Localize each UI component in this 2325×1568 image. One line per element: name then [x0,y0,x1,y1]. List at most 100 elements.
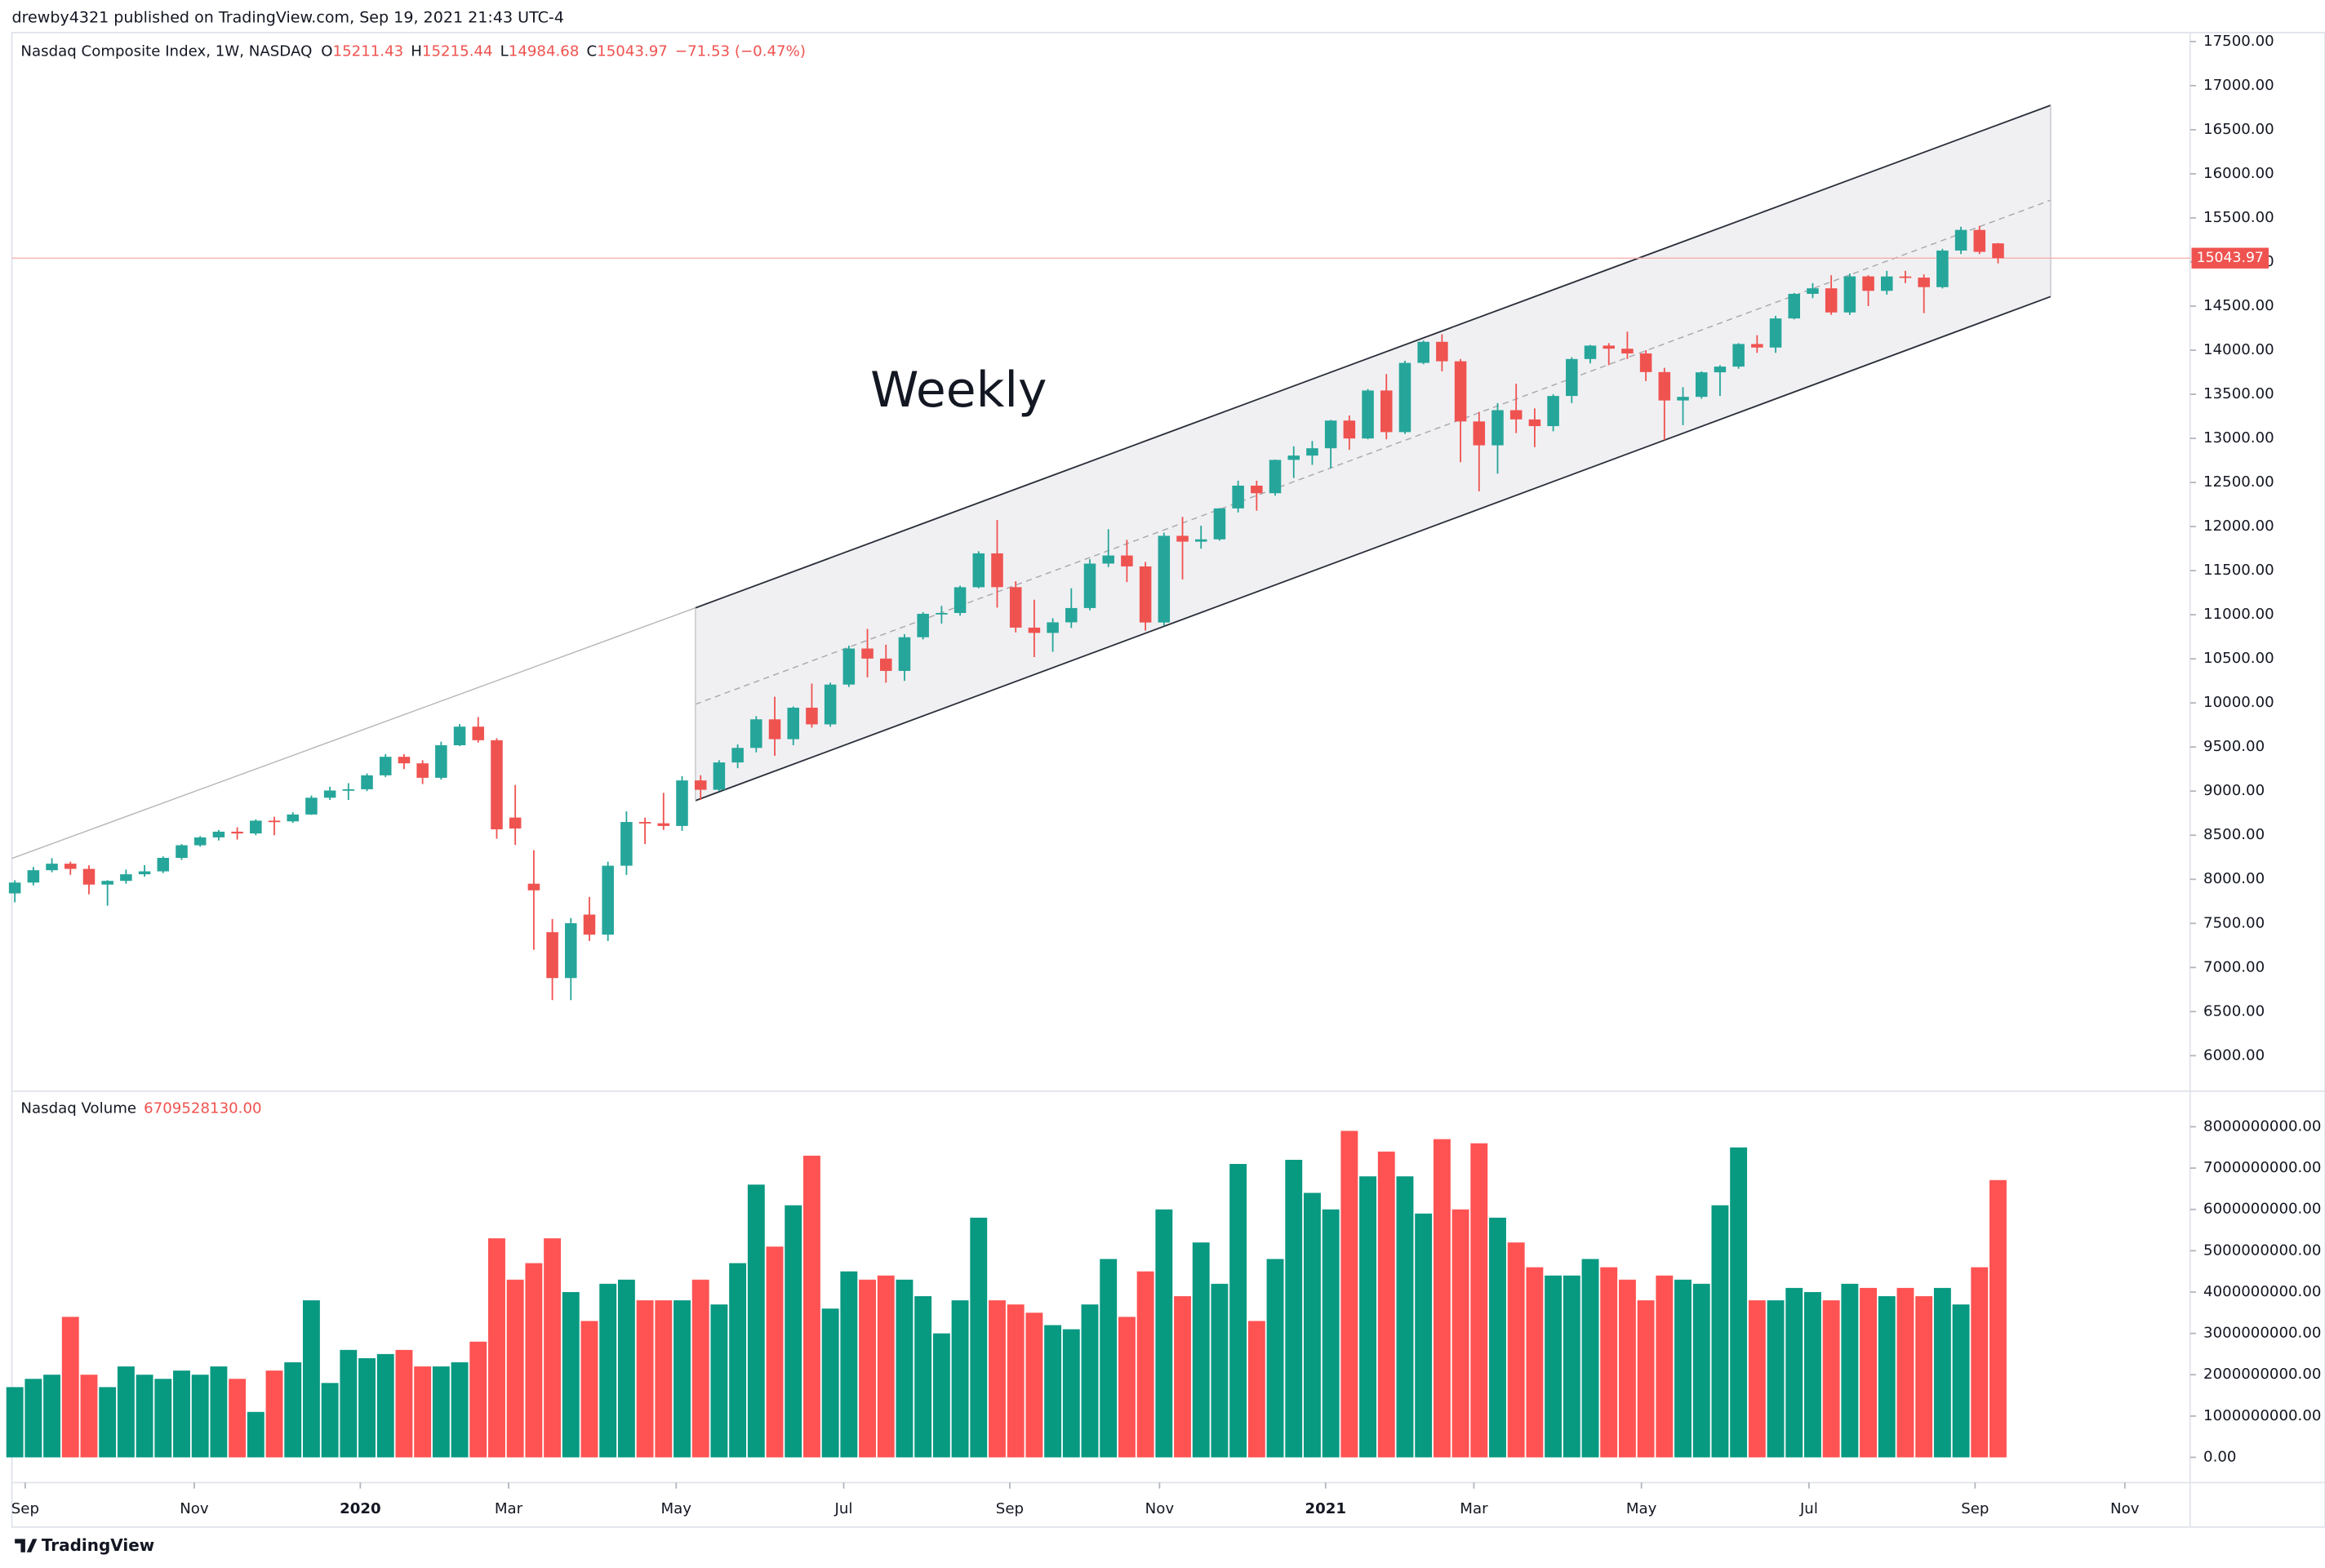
candle-body [1083,563,1096,608]
ohlc-key: H [411,43,422,60]
volume-bar [1656,1275,1674,1458]
candle-body [1287,455,1300,460]
y-tick-label: 2000000000.00 [2203,1366,2321,1383]
candle-body [379,757,392,775]
last-price-box [2191,247,2269,269]
y-tick-label: 14000.00 [2203,341,2274,358]
volume-bar [1860,1287,1878,1458]
candle-body [1213,508,1226,540]
channel-upper [695,104,2052,609]
x-tick-label: Jul [834,1500,853,1517]
volume-bar [1025,1313,1043,1458]
x-tick-label: Nov [1145,1500,1175,1517]
candle-body [1009,587,1022,628]
volume-bar [1062,1329,1080,1458]
candle-body [64,864,77,869]
candle-body [806,708,818,725]
brand: TradingView [42,1535,154,1555]
volume-bar [302,1300,320,1458]
volume-bar [747,1184,765,1458]
candle-body [1566,358,1578,397]
volume-bar [1674,1279,1692,1458]
volume-bar [1211,1283,1229,1458]
candle-body [1603,345,1615,349]
candle-body [1362,390,1374,439]
candle-body [713,762,726,790]
volume-bar [562,1291,580,1458]
volume-bar [951,1300,969,1458]
candle-body [787,708,799,740]
x-tick-label: 2020 [340,1500,381,1517]
volume-bar [395,1349,413,1458]
volume-bar [1136,1271,1154,1458]
volume-bar [1637,1300,1655,1458]
volume-bar [284,1362,302,1458]
volume-bar [173,1370,190,1458]
y-tick-label: 7000000000.00 [2203,1159,2321,1176]
volume-bar [340,1349,358,1458]
volume-bar [117,1366,135,1458]
volume-bar [673,1300,691,1458]
candle-body [176,845,188,858]
candle-body [212,831,225,837]
ohlc-key: O [321,43,332,60]
volume-bar [1878,1296,1896,1458]
volume-bar [617,1279,635,1458]
x-tick-label: Sep [11,1500,39,1517]
volume-bar [24,1379,42,1458]
volume-bar [1155,1209,1173,1458]
volume-bar [1247,1321,1265,1458]
candle-body [1936,250,1949,287]
candle-body [509,817,522,829]
volume-bar [1192,1242,1210,1458]
candle-body [101,881,113,885]
volume-bar [1730,1147,1748,1458]
volume-bar [1545,1275,1563,1458]
volume-bar [1785,1287,1803,1458]
y-tick-label: 14500.00 [2203,297,2274,314]
candle-body [1807,288,1819,294]
candle-body [416,763,429,778]
volume-bar [432,1366,450,1458]
candle-body [1176,535,1189,542]
candle-body [398,757,411,764]
volume-title: Nasdaq Volume [20,1100,136,1117]
volume-bar [1600,1267,1618,1458]
candle-body [1028,627,1041,633]
x-tick-label: Sep [996,1500,1024,1517]
candle-body [1398,362,1411,433]
volume-bar [1007,1304,1025,1458]
candle-body [27,870,40,883]
y-tick-label: 12500.00 [2203,473,2274,491]
y-tick-label: 10000.00 [2203,694,2274,711]
candle-body [1788,293,1801,319]
candle-body [1436,341,1448,362]
candle-body [731,748,744,763]
volume-bar [229,1379,247,1458]
candle-body [917,613,929,637]
frame [11,32,2325,1528]
candle-body [991,553,1003,588]
change-label: −71.53 (−0.47%) [675,43,806,60]
candle-body [120,874,132,882]
candle-body [861,648,874,659]
y-tick-label: 9000.00 [2203,782,2265,799]
candle-body [1102,555,1114,564]
y-tick-label: 11500.00 [2203,562,2274,579]
volume-bar [1415,1213,1433,1458]
candle-body [193,837,207,846]
volume-bar [914,1296,932,1458]
candle-body [750,719,762,748]
y-tick-label: 6000.00 [2203,1046,2265,1064]
candle-body [1343,420,1356,439]
volume-bar [358,1357,376,1458]
candle-body [82,868,96,885]
candle-body [491,740,503,829]
y-tick-label: 7000.00 [2203,958,2265,975]
candle-body [676,780,688,826]
candle-body [453,726,466,746]
volume-bar [1822,1300,1840,1458]
ohlc-key: C [587,43,598,60]
